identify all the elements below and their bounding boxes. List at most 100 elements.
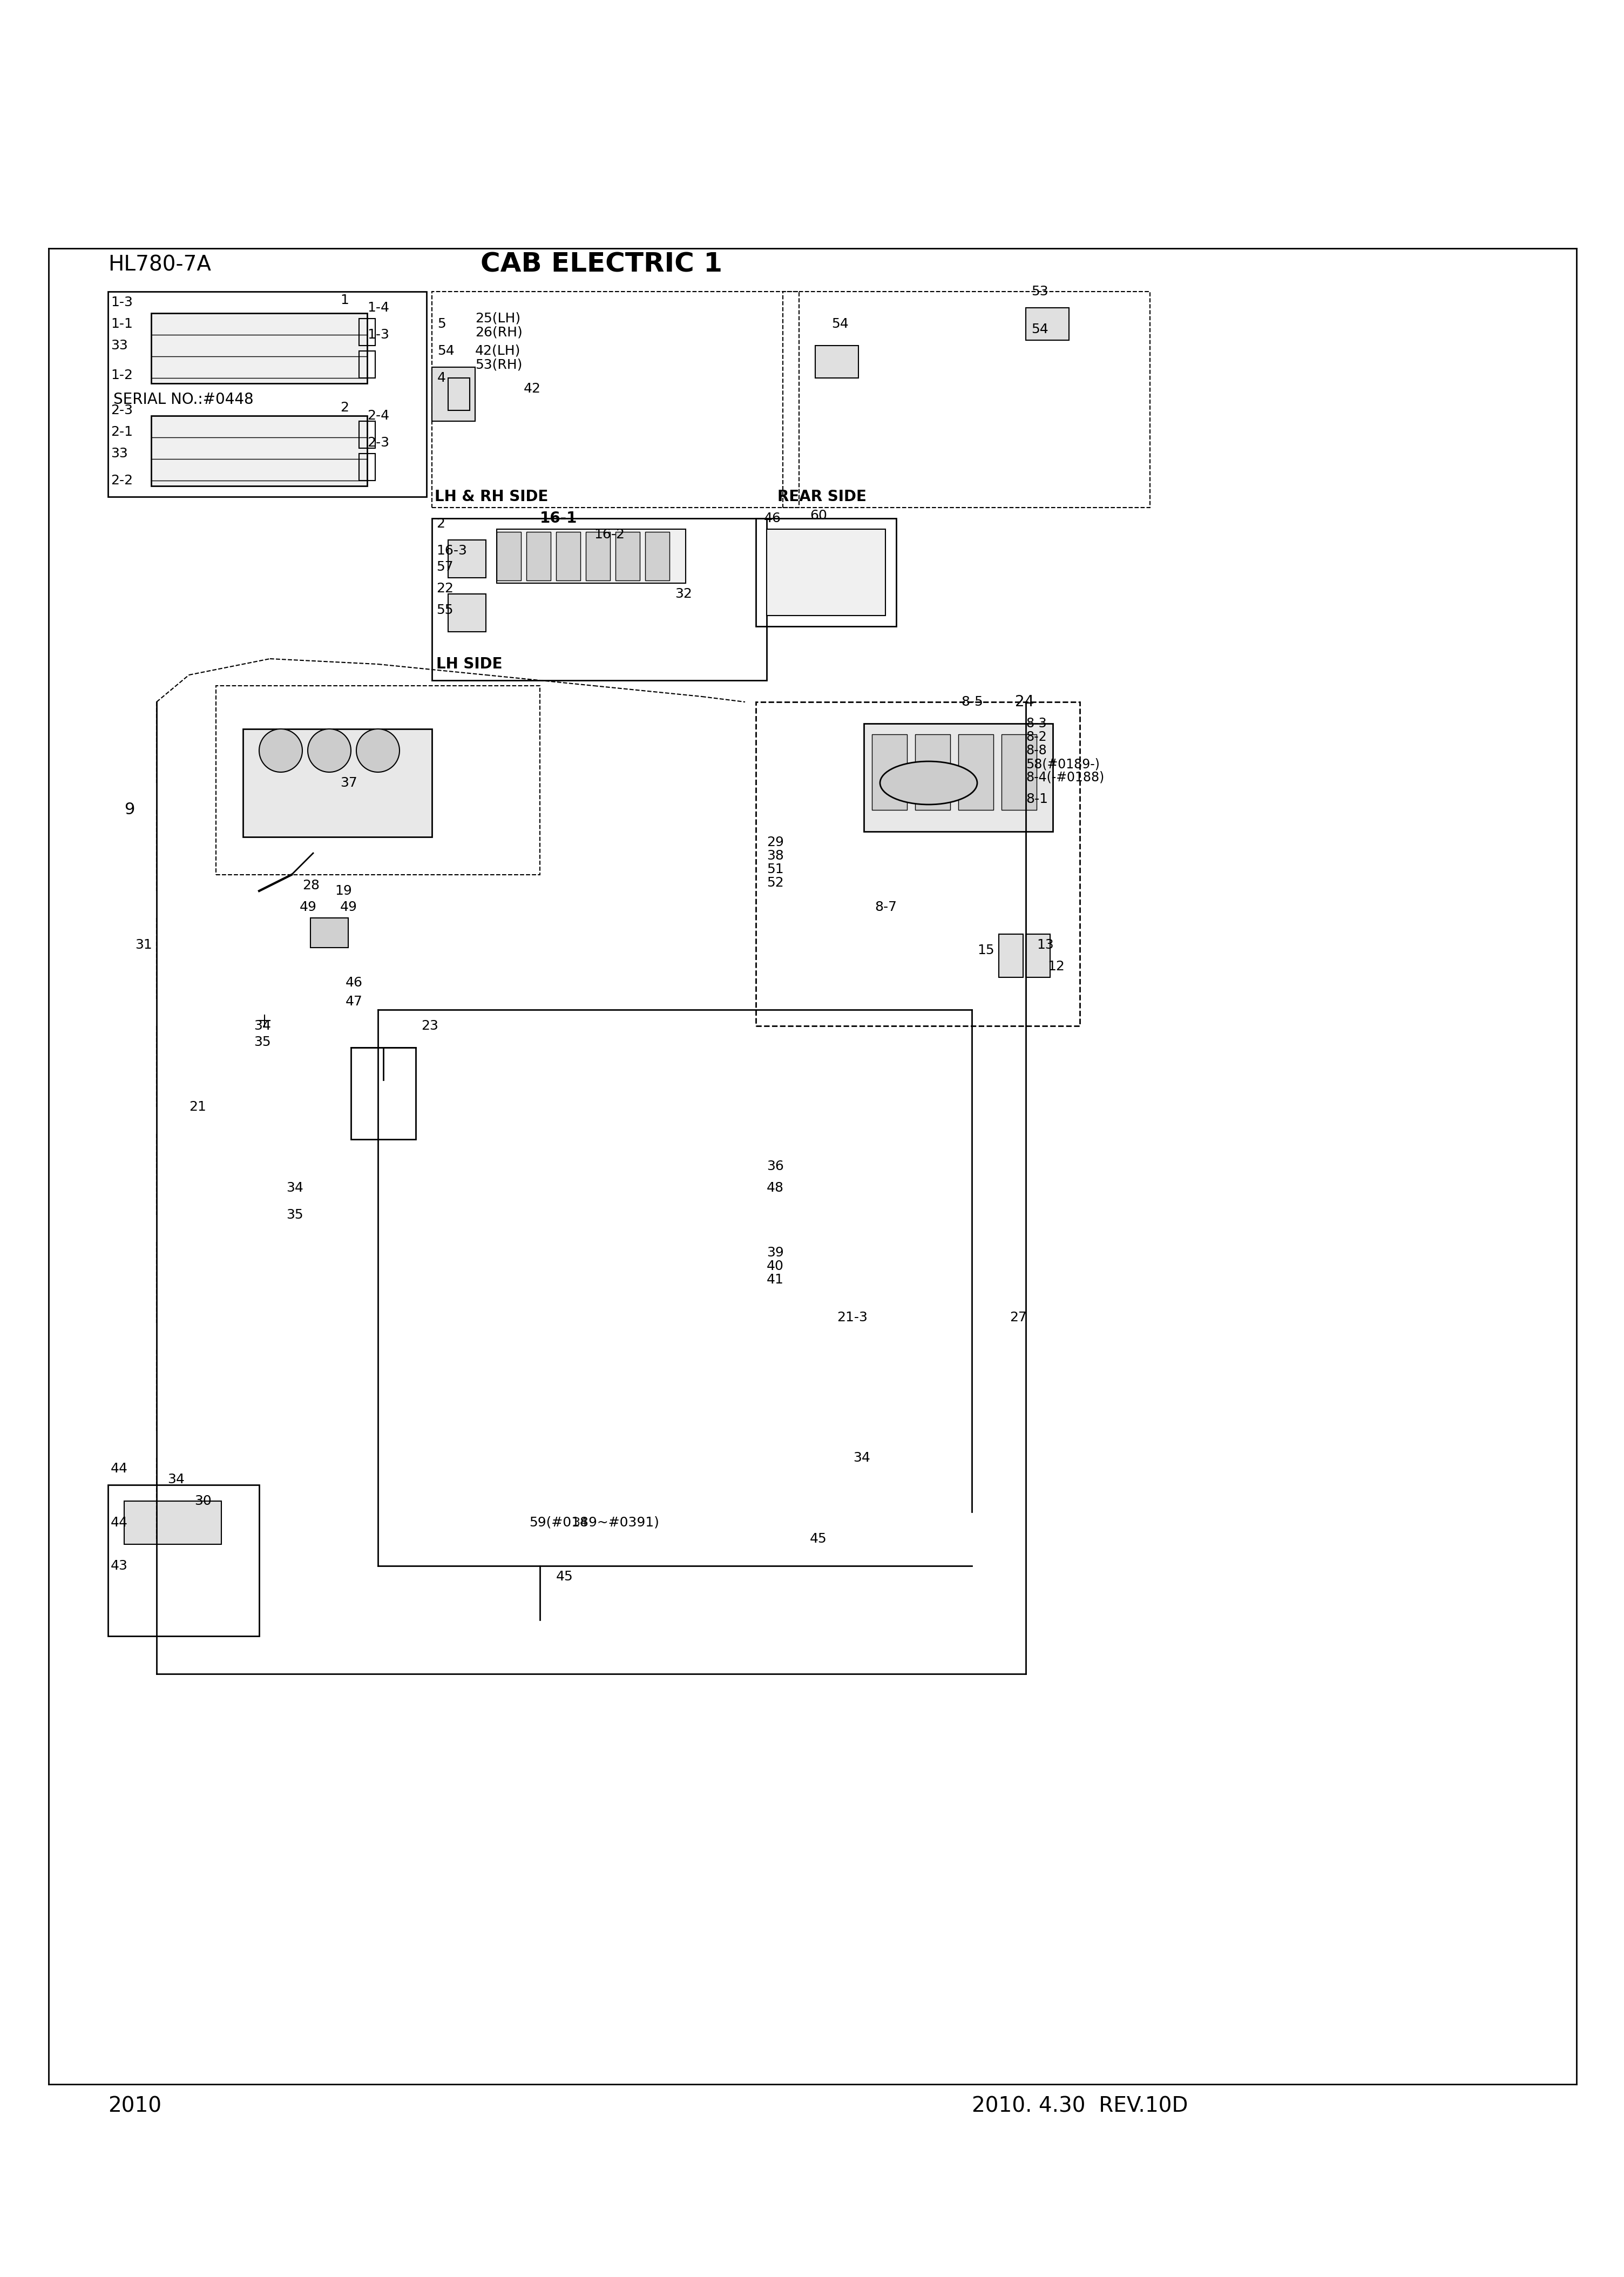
Text: 8-4(-#0188): 8-4(-#0188) [1026, 772, 1104, 783]
Text: 15: 15 [978, 945, 994, 956]
Text: 33: 33 [110, 446, 128, 460]
Text: 34: 34 [572, 1516, 588, 1528]
Text: LH & RH SIDE: LH & RH SIDE [435, 490, 549, 503]
Text: 46: 46 [346, 977, 362, 988]
Text: 51: 51 [767, 863, 784, 877]
Text: CAB ELECTRIC 1: CAB ELECTRIC 1 [481, 253, 723, 278]
Text: 21-3: 21-3 [836, 1312, 867, 1323]
Text: 16-2: 16-2 [594, 528, 625, 542]
Bar [432, 291, 799, 508]
Text: 42: 42 [523, 383, 541, 396]
Text: 26(RH): 26(RH) [476, 326, 523, 339]
Text: 32: 32 [676, 587, 692, 601]
Text: 16-1: 16-1 [539, 510, 578, 526]
Text: 2010. 4.30  REV.10D: 2010. 4.30 REV.10D [971, 2095, 1189, 2115]
Text: 24: 24 [1015, 694, 1034, 710]
Bar [872, 735, 908, 811]
Text: 60: 60 [810, 510, 827, 521]
Bar [351, 1047, 416, 1138]
Text: 35: 35 [286, 1209, 304, 1220]
Text: 35: 35 [253, 1036, 271, 1050]
Bar [107, 291, 427, 496]
Text: 30: 30 [195, 1494, 211, 1507]
Text: 2-3: 2-3 [110, 403, 133, 417]
Bar [497, 528, 685, 583]
Text: 34: 34 [286, 1182, 304, 1195]
Text: 47: 47 [346, 995, 362, 1009]
Bar [586, 533, 611, 581]
Text: 29: 29 [767, 836, 784, 849]
Text: 13: 13 [1036, 938, 1054, 952]
Text: 2: 2 [437, 517, 445, 531]
Bar [448, 540, 486, 578]
Text: 44: 44 [110, 1516, 128, 1530]
Text: 59(#0189~#0391): 59(#0189~#0391) [529, 1516, 659, 1530]
Bar [123, 1501, 221, 1544]
Text: 23: 23 [421, 1020, 438, 1031]
Bar [359, 453, 375, 480]
Text: REAR SIDE: REAR SIDE [778, 490, 867, 503]
Text: 45: 45 [810, 1532, 827, 1546]
Text: 2-4: 2-4 [367, 410, 390, 421]
Bar [999, 934, 1023, 977]
Text: 33: 33 [110, 339, 128, 353]
Text: HL780-7A: HL780-7A [107, 255, 211, 276]
Text: 54: 54 [1031, 323, 1049, 335]
Text: 43: 43 [110, 1560, 128, 1573]
Text: 1-1: 1-1 [110, 317, 133, 330]
Text: 49: 49 [300, 902, 317, 913]
Text: 36: 36 [767, 1159, 784, 1173]
Bar [244, 729, 432, 838]
Bar [1026, 934, 1051, 977]
Text: 31: 31 [135, 938, 153, 952]
Text: 8-7: 8-7 [875, 902, 896, 913]
Bar [914, 735, 950, 811]
Text: 38: 38 [767, 849, 784, 863]
Text: 55: 55 [437, 603, 453, 617]
Text: 41: 41 [767, 1273, 784, 1287]
Text: 1-3: 1-3 [367, 328, 390, 342]
Text: 25(LH): 25(LH) [476, 312, 521, 326]
Bar [755, 701, 1080, 1027]
Bar [1002, 735, 1036, 811]
Text: 27: 27 [1010, 1312, 1026, 1323]
Bar [864, 724, 1052, 831]
Text: 49: 49 [339, 902, 357, 913]
Bar [783, 291, 1150, 508]
Text: 8-1: 8-1 [1026, 792, 1047, 806]
Text: 48: 48 [767, 1182, 784, 1195]
Text: 46: 46 [763, 512, 781, 524]
Bar [755, 519, 896, 626]
Text: 53: 53 [1031, 285, 1047, 298]
Text: SERIAL NO.:#0448: SERIAL NO.:#0448 [114, 392, 253, 408]
Text: 34: 34 [253, 1020, 271, 1031]
Text: 34: 34 [167, 1473, 185, 1487]
Text: 39: 39 [767, 1246, 784, 1259]
Bar [815, 346, 859, 378]
Bar [615, 533, 640, 581]
Text: 57: 57 [437, 560, 453, 574]
Text: 54: 54 [831, 317, 849, 330]
Bar [359, 319, 375, 346]
Text: 2010: 2010 [107, 2095, 161, 2115]
Text: 2-2: 2-2 [110, 474, 133, 487]
Text: 40: 40 [767, 1259, 784, 1273]
Bar [526, 533, 551, 581]
Bar [645, 533, 669, 581]
Text: 42(LH): 42(LH) [476, 344, 521, 357]
Text: 1: 1 [339, 294, 349, 307]
Text: 28: 28 [302, 879, 320, 893]
Text: 45: 45 [555, 1571, 573, 1583]
Bar [151, 314, 367, 383]
Circle shape [307, 729, 351, 772]
Bar [432, 519, 767, 681]
Bar [432, 367, 476, 421]
Bar [555, 533, 580, 581]
Text: 22: 22 [437, 583, 453, 594]
Bar [497, 533, 521, 581]
Bar [448, 594, 486, 631]
Bar [448, 378, 469, 410]
Bar [767, 528, 885, 615]
Bar [310, 918, 348, 947]
Text: 53(RH): 53(RH) [476, 357, 523, 371]
